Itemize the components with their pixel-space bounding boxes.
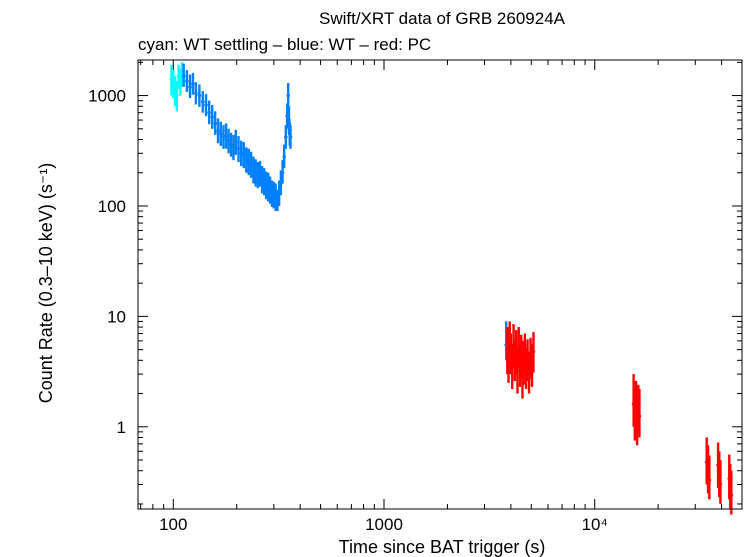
axis-ticks: 100 1000 10⁴ 1 10 100 1000: [88, 60, 743, 534]
chart-title: Swift/XRT data of GRB 260924A: [319, 9, 566, 28]
series-wt: [181, 63, 508, 361]
x-axis-label: Time since BAT trigger (s): [339, 537, 546, 557]
x-tick-label: 10⁴: [582, 515, 608, 534]
y-tick-label: 100: [98, 197, 126, 216]
series-wt_settling: [169, 62, 184, 112]
data-marks: [169, 62, 734, 515]
chart-subtitle: cyan: WT settling – blue: WT – red: PC: [138, 35, 431, 54]
y-tick-label: 10: [107, 307, 126, 326]
x-tick-label: 100: [159, 515, 187, 534]
plot-frame: [137, 59, 743, 510]
y-tick-label: 1: [117, 418, 126, 437]
series-pc: [505, 321, 734, 515]
x-tick-label: 1000: [365, 515, 403, 534]
y-tick-label: 1000: [88, 87, 126, 106]
y-axis-label: Count Rate (0.3–10 keV) (s⁻¹): [36, 163, 56, 404]
